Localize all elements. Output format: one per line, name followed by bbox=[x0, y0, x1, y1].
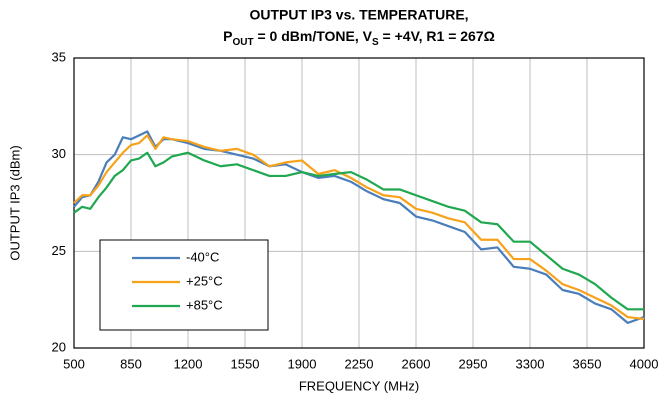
subtitle-part: S bbox=[372, 37, 379, 48]
subtitle-part: = 0 dBm/TONE, V bbox=[254, 28, 373, 44]
x-tick-label: 1900 bbox=[288, 356, 317, 371]
x-tick-label: 500 bbox=[63, 356, 85, 371]
data-line bbox=[73, 134, 645, 321]
legend-label: +85°C bbox=[186, 297, 223, 312]
x-tick-label: 3300 bbox=[516, 356, 545, 371]
data-line bbox=[73, 151, 644, 311]
x-tick-label: 2950 bbox=[459, 356, 488, 371]
subtitle-part: = +4V, R1 = 267Ω bbox=[379, 28, 495, 44]
y-tick-label: 35 bbox=[52, 49, 66, 64]
legend: -40°C +25°C +85°C bbox=[99, 239, 269, 331]
x-tick-label: 4000 bbox=[630, 356, 659, 371]
y-tick-label: 25 bbox=[52, 243, 66, 258]
x-tick-label: 1550 bbox=[231, 356, 260, 371]
y-axis-label: OUTPUT IP3 (dBm) bbox=[7, 145, 22, 260]
x-tick-label: 850 bbox=[120, 356, 142, 371]
subtitle-part: OUT bbox=[232, 37, 253, 48]
x-tick-label: 2250 bbox=[345, 356, 374, 371]
subtitle-part: P bbox=[223, 28, 232, 44]
x-tick-label: 1200 bbox=[174, 356, 203, 371]
legend-label: +25°C bbox=[186, 273, 223, 288]
y-tick-label: 30 bbox=[52, 146, 66, 161]
x-tick-label: 3650 bbox=[573, 356, 602, 371]
y-tick-label: 20 bbox=[52, 339, 66, 354]
legend-box bbox=[99, 239, 269, 331]
chart-title: OUTPUT IP3 vs. TEMPERATURE, bbox=[249, 7, 468, 23]
x-tick-label: 2600 bbox=[402, 356, 431, 371]
x-axis-label: FREQUENCY (MHz) bbox=[299, 378, 419, 393]
chart-subtitle: POUT = 0 dBm/TONE, VS = +4V, R1 = 267Ω bbox=[223, 28, 495, 48]
legend-label: -40°C bbox=[186, 249, 219, 264]
